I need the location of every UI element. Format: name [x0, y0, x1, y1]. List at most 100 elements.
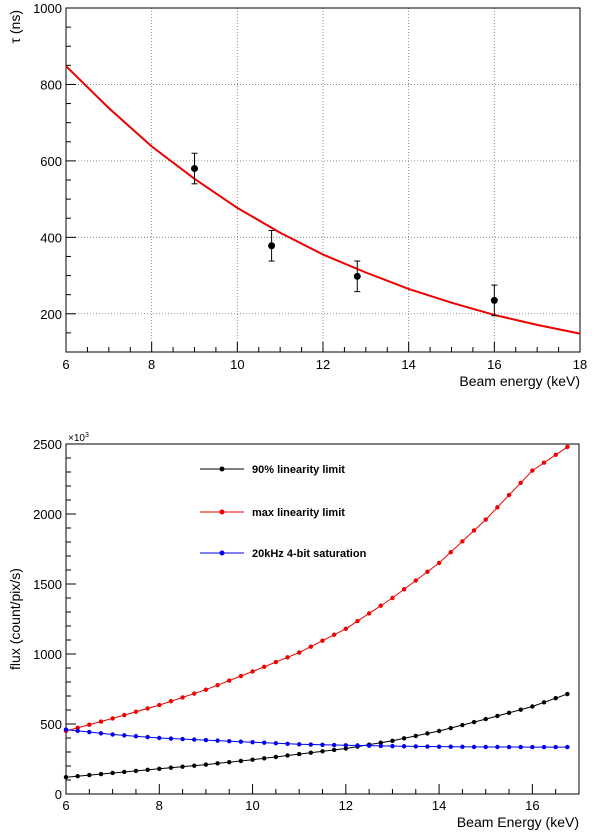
series-marker [296, 751, 302, 757]
series-marker [366, 611, 372, 616]
series-marker [110, 770, 115, 776]
series-marker [262, 664, 267, 669]
series-marker [145, 767, 150, 773]
series-marker [541, 460, 547, 465]
series-marker [553, 744, 558, 750]
series-marker [390, 743, 395, 749]
series-marker [495, 744, 500, 750]
series-marker [530, 468, 535, 473]
series-marker [390, 595, 395, 601]
series-marker [180, 764, 185, 769]
series-marker [98, 771, 104, 777]
series-marker [262, 756, 267, 761]
y-axis-title: flux (count/pix/s) [7, 568, 23, 670]
series-marker [122, 733, 127, 738]
series-marker [168, 765, 174, 770]
legend-label: max linearity limit [252, 507, 345, 519]
series-marker [530, 704, 535, 709]
series-marker [378, 603, 383, 608]
series-marker [413, 733, 418, 739]
series-marker [320, 638, 325, 643]
series-marker [565, 744, 570, 750]
series-marker [133, 768, 139, 774]
series-marker [460, 744, 465, 750]
series-marker [180, 736, 185, 742]
series-marker [110, 716, 115, 721]
y-tick-label: 400 [40, 230, 62, 245]
series-marker [495, 505, 500, 510]
series-marker [98, 719, 104, 724]
series-marker [483, 716, 488, 722]
series-marker [145, 706, 150, 711]
series-marker [122, 769, 127, 775]
series-marker [192, 691, 197, 696]
series-marker [436, 728, 442, 734]
series-marker [331, 747, 337, 753]
series-marker [157, 766, 162, 771]
series-marker [238, 673, 244, 679]
legend-label: 90% linearity limit [252, 464, 345, 476]
series-marker [541, 744, 547, 750]
series-marker [157, 702, 162, 708]
y-tick-label: 2500 [33, 437, 62, 452]
series-marker [168, 699, 174, 704]
x-tick-label: 8 [148, 357, 155, 372]
y-tick-label: 800 [40, 77, 62, 92]
series-marker [308, 750, 314, 755]
series-marker [425, 744, 430, 749]
series-marker [192, 763, 197, 768]
series-marker [133, 734, 139, 739]
legend-marker [219, 550, 225, 556]
data-point [268, 242, 276, 250]
series-marker [238, 739, 244, 744]
series-marker [308, 742, 314, 747]
x-axis-title: Beam Energy (keV) [457, 814, 579, 830]
series-marker [285, 753, 290, 758]
y-axis-title: τ (ns) [7, 10, 23, 44]
y-tick-label: 1000 [33, 1, 62, 16]
series-marker [436, 560, 442, 566]
series-marker [215, 761, 220, 766]
series-marker [366, 743, 372, 748]
legend-marker [219, 509, 225, 515]
series-marker [436, 744, 442, 749]
y-tick-label: 200 [40, 307, 62, 322]
series-marker [343, 743, 349, 748]
series-marker [320, 742, 325, 747]
series-marker [495, 713, 500, 719]
series-marker [296, 742, 302, 747]
series-marker [553, 695, 558, 701]
series-marker [541, 700, 547, 705]
series-marker [192, 737, 197, 742]
series-marker [331, 742, 337, 748]
plot-frame [65, 443, 580, 795]
series-marker [75, 728, 80, 734]
series-marker [565, 691, 570, 697]
series-marker [215, 682, 220, 688]
series-marker [401, 744, 407, 749]
series-marker [157, 735, 162, 741]
x-tick-label: 14 [401, 357, 415, 372]
series-marker [168, 736, 174, 741]
series-marker [273, 741, 279, 746]
series-marker [343, 626, 349, 631]
series-line [65, 692, 570, 778]
series-marker [483, 517, 488, 522]
series-marker [471, 744, 477, 750]
series-marker [227, 738, 232, 744]
series-marker [448, 744, 453, 749]
x-tick-label: 16 [525, 798, 539, 813]
series-marker [250, 669, 255, 674]
series-marker [401, 736, 407, 741]
x-tick-label: 6 [62, 798, 69, 813]
x-tick-label: 6 [62, 357, 69, 372]
series-marker [413, 744, 418, 749]
x-tick-label: 12 [339, 798, 353, 813]
series-marker [262, 740, 267, 745]
series-marker [390, 738, 395, 743]
series-marker [215, 738, 220, 743]
flux-vs-energy-chart: 6 8 10 12 14 16 0 500 1000 1500 2000 2500 ×103 Beam E… [7, 432, 580, 830]
x-tick-label: 12 [316, 357, 330, 372]
series-marker [425, 731, 430, 736]
